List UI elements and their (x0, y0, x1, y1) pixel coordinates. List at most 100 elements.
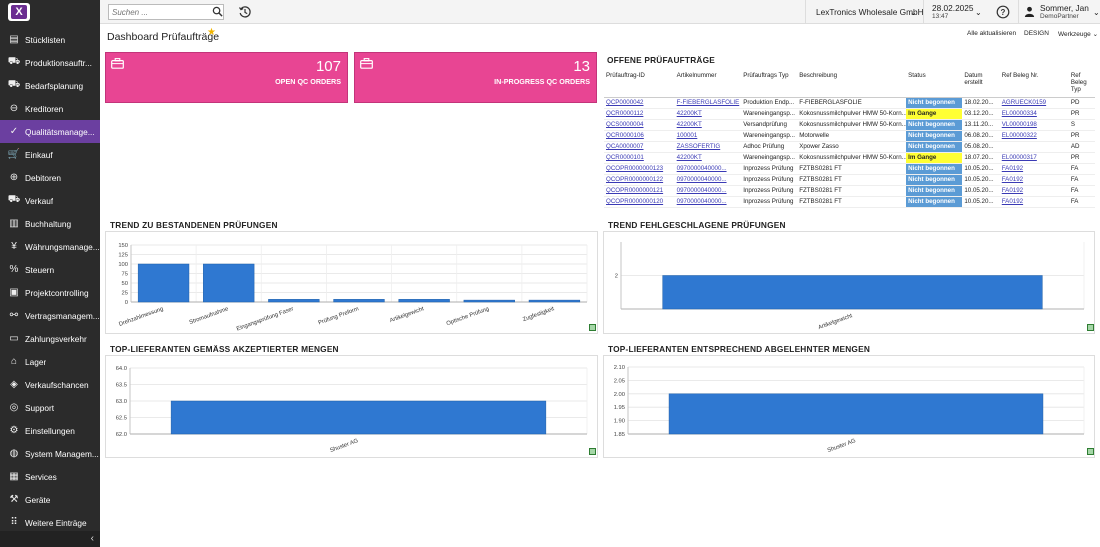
sidebar-item[interactable]: ⛟ Produktionsauftr... (0, 51, 100, 74)
column-header[interactable]: Prüfauftrag-ID (604, 70, 675, 98)
table-cell-link[interactable]: ZASSOFERTIG (674, 141, 742, 153)
column-header[interactable]: Datum erstellt (962, 70, 1000, 98)
table-row[interactable]: QCOPR0000000123 0970000040000... Inprozess… (604, 163, 1095, 175)
table-cell-link[interactable]: QCOPR0000000123 (604, 163, 675, 175)
column-header[interactable]: Artikelnummer (674, 70, 742, 98)
table-cell: F-FIEBERGLASFOLIE (797, 97, 907, 109)
help-icon[interactable]: ? (996, 5, 1010, 19)
sidebar-item[interactable]: ⠿ Weitere Einträge (0, 511, 100, 534)
sidebar-item[interactable]: ▤ Stücklisten (0, 28, 100, 51)
column-header[interactable]: Status (906, 70, 963, 98)
table-row[interactable]: QCOPR0000000121 0970000040000... Inprozess… (604, 185, 1095, 197)
table-cell-link[interactable]: FA0192 (999, 196, 1069, 208)
kpi-in-progress-qc-orders[interactable]: 13 IN-PROGRESS QC ORDERS (354, 52, 597, 103)
table-cell-link[interactable]: 42200KT (674, 108, 742, 120)
sidebar-item[interactable]: ⌂ Lager (0, 350, 100, 373)
table-cell-link[interactable]: FA0192 (999, 174, 1069, 186)
chevron-down-icon[interactable]: ⌄ (975, 8, 982, 17)
favorite-star-icon[interactable]: ★ (207, 27, 216, 38)
table-row[interactable]: QCOPR0000000120 0970000040000... Inprozess… (604, 196, 1095, 208)
table-row[interactable]: QCR0000112 42200KT Wareneingangsp... Kokosn… (604, 108, 1095, 120)
sidebar-item[interactable]: ▥ Buchhaltung (0, 212, 100, 235)
sidebar-item[interactable]: ▭ Zahlungsverkehr (0, 327, 100, 350)
tools-menu-button[interactable]: Werkzeuge ⌄ (1058, 30, 1098, 38)
table-cell-link[interactable]: F-FIEBERGLASFOLIE (674, 97, 742, 109)
table-cell-link[interactable]: QCP0000042 (604, 97, 675, 109)
chevron-down-icon[interactable]: ⌄ (1093, 8, 1100, 17)
table-cell: PR (1068, 130, 1095, 142)
table-cell-link[interactable]: 100001 (674, 130, 742, 142)
table-cell-link[interactable]: 0970000040000... (674, 185, 742, 197)
sidebar-item[interactable]: ⊖ Kreditoren (0, 97, 100, 120)
table-row[interactable]: QCOPR0000000122 0970000040000... Inprozess… (604, 174, 1095, 186)
column-header[interactable]: Beschreibung (797, 70, 907, 98)
excel-export-icon[interactable] (589, 324, 596, 331)
y-tick-label: 2 (615, 274, 618, 280)
table-cell-link[interactable]: 0970000040000... (674, 174, 742, 186)
column-header[interactable]: Ref Beleg Nr. (999, 70, 1069, 98)
table-row[interactable]: QCR0000106 100001 Wareneingangsp... Motorwe… (604, 130, 1095, 142)
table-cell-link[interactable]: EL00000334 (999, 108, 1069, 120)
kpi-open-qc-orders[interactable]: 107 OPEN QC ORDERS (105, 52, 348, 103)
table-row[interactable]: QCR0000101 42200KT Wareneingangsp... Kokosn… (604, 152, 1095, 164)
table-cell-link[interactable]: 42200KT (674, 119, 742, 131)
table-cell-link[interactable]: EL00000317 (999, 152, 1069, 164)
x-tick-label: Drehzahlmessung (118, 306, 164, 328)
user-menu[interactable]: Sommer, Jan DemoPartner ⌄ (1018, 0, 1100, 24)
chevron-down-icon[interactable]: ⌄ (910, 8, 917, 17)
excel-export-icon[interactable] (1087, 448, 1094, 455)
table-cell-link[interactable]: VL00000198 (999, 119, 1069, 131)
sidebar-item[interactable]: ◎ Support (0, 396, 100, 419)
table-cell-link[interactable]: 42200KT (674, 152, 742, 164)
chart-svg: 0 25 50 75 100 125 150 Drehzahlmessung Stromaufn… (118, 243, 588, 332)
design-button[interactable]: DESIGN (1024, 30, 1049, 37)
table-cell-link[interactable]: AGRUECK0159 (999, 97, 1069, 109)
app-logo[interactable]: X (8, 3, 30, 21)
excel-export-icon[interactable] (1087, 324, 1094, 331)
history-icon[interactable] (238, 5, 252, 19)
table-cell-link[interactable]: QCR0000106 (604, 130, 675, 142)
table-cell-link[interactable]: QCOPR0000000122 (604, 174, 675, 186)
table-cell: Inprozess Prüfung (741, 185, 798, 197)
table-cell-link[interactable] (999, 141, 1069, 153)
table-cell-link[interactable]: 0970000040000... (674, 163, 742, 175)
table-cell-link[interactable]: QCOPR0000000121 (604, 185, 675, 197)
sidebar-item[interactable]: ⊕ Debitoren (0, 166, 100, 189)
sidebar-item[interactable]: ⚒ Geräte (0, 488, 100, 511)
table-cell-link[interactable]: QCOPR0000000120 (604, 196, 675, 208)
table-row[interactable]: QCS0000004 42200KT Versandprüfung Kokosnuss… (604, 119, 1095, 131)
table-row[interactable]: QCP0000042 F-FIEBERGLASFOLIE Produktion En… (604, 97, 1095, 109)
sidebar-item[interactable]: ⛟ Verkauf (0, 189, 100, 212)
sidebar-item[interactable]: ✓ Qualitätsmanage... (0, 120, 100, 143)
table-cell-link[interactable]: QCS0000004 (604, 119, 675, 131)
table-cell-link[interactable]: 0970000040000... (674, 196, 742, 208)
sidebar-item[interactable]: ⚙ Einstellungen (0, 419, 100, 442)
sidebar-item[interactable]: 🛒 Einkauf (0, 143, 100, 166)
table-row[interactable]: QCA0000007 ZASSOFERTIG Adhoc Prüfung Xpower… (604, 141, 1095, 153)
refresh-all-button[interactable]: Alle aktualisieren (967, 30, 1017, 37)
sidebar-item[interactable]: ◈ Verkaufschancen (0, 373, 100, 396)
table-cell-link[interactable]: FA0192 (999, 163, 1069, 175)
sidebar-item[interactable]: ▦ Services (0, 465, 100, 488)
y-tick-label: 62.0 (116, 432, 127, 438)
work-date-selector[interactable]: 28.02.2025 13:47 (923, 0, 983, 24)
table-cell-link[interactable]: EL00000322 (999, 130, 1069, 142)
sidebar-item[interactable]: % Steuern (0, 258, 100, 281)
sidebar-item[interactable]: ⛟ Bedarfsplanung (0, 74, 100, 97)
column-header[interactable]: Prüfauftrags Typ (741, 70, 798, 98)
search-icon[interactable] (212, 6, 223, 17)
collapse-sidebar-button[interactable]: ‹ (0, 531, 100, 547)
sidebar-item-label: Verkauf (25, 195, 54, 206)
sidebar-item[interactable]: ⚯ Vertragsmanagem... (0, 304, 100, 327)
excel-export-icon[interactable] (589, 448, 596, 455)
sidebar-item[interactable]: ◍ System Managem... (0, 442, 100, 465)
sidebar-item[interactable]: ¥ Währungsmanage... (0, 235, 100, 258)
table-cell-link[interactable]: QCA0000007 (604, 141, 675, 153)
table-cell-link[interactable]: FA0192 (999, 185, 1069, 197)
table-cell-link[interactable]: QCR0000112 (604, 108, 675, 120)
search-input[interactable] (108, 4, 224, 20)
column-header[interactable]: Ref Beleg Typ (1068, 70, 1095, 98)
table-cell-link[interactable]: QCR0000101 (604, 152, 675, 164)
sidebar-item[interactable]: ▣ Projektcontrolling (0, 281, 100, 304)
company-selector[interactable]: LexTronics Wholesale GmbH (805, 0, 925, 24)
